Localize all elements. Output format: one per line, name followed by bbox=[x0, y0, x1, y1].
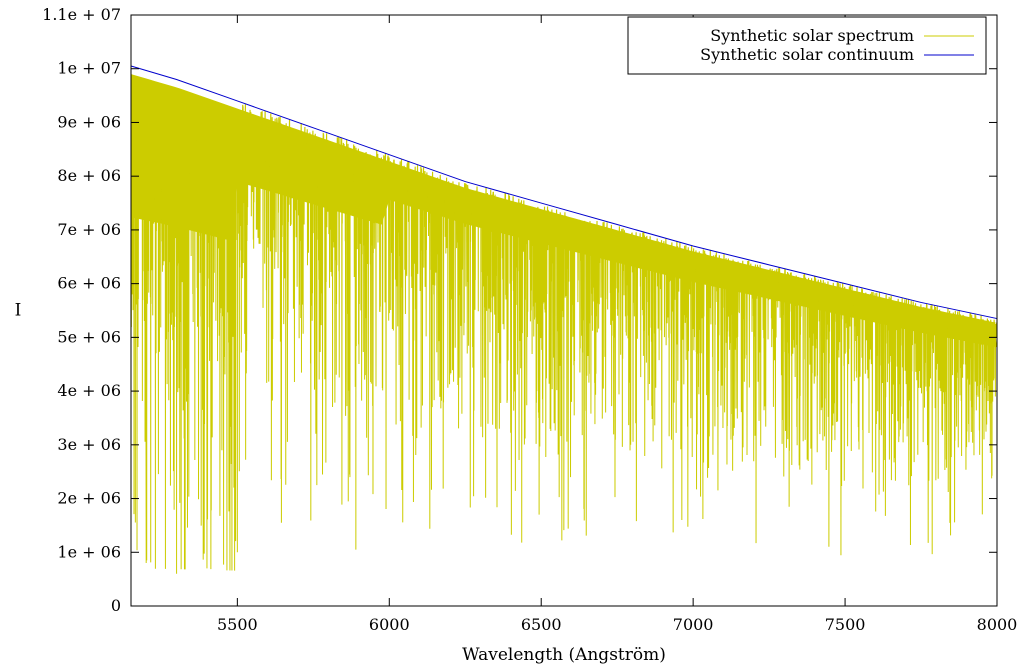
continuum-series bbox=[130, 65, 998, 320]
x-tick-label: 5500 bbox=[217, 615, 258, 634]
y-tick-label: 0 bbox=[111, 596, 121, 615]
y-tick-label: 4e + 06 bbox=[57, 381, 121, 400]
y-tick-label: 5e + 06 bbox=[57, 327, 121, 346]
x-tick-label: 7500 bbox=[825, 615, 866, 634]
axis-ticks: 5500 6000 6500 7000 7500 8000 0 1e + 06 2e + 06 3… bbox=[42, 5, 1017, 634]
legend-label-continuum: Synthetic solar continuum bbox=[700, 45, 914, 64]
y-tick-label: 2e + 06 bbox=[57, 489, 121, 508]
plot-frame bbox=[130, 14, 998, 607]
y-tick-label: 1e + 07 bbox=[57, 59, 121, 78]
y-tick-label: 7e + 06 bbox=[57, 220, 121, 239]
x-tick-label: 7000 bbox=[673, 615, 714, 634]
spectrum-line bbox=[130, 76, 998, 574]
x-tick-label: 6000 bbox=[369, 615, 410, 634]
y-tick-label: 1e + 06 bbox=[57, 542, 121, 561]
spectrum-series bbox=[130, 74, 998, 574]
x-tick-label: 8000 bbox=[977, 615, 1018, 634]
y-tick-label: 6e + 06 bbox=[57, 274, 121, 293]
x-tick-label: 6500 bbox=[521, 615, 562, 634]
y-tick-label: 8e + 06 bbox=[57, 166, 121, 185]
x-axis-label: Wavelength (Angström) bbox=[462, 645, 666, 665]
y-axis-label: I bbox=[15, 301, 22, 321]
y-tick-label: 9e + 06 bbox=[57, 112, 121, 131]
continuum-line bbox=[130, 65, 998, 320]
y-tick-label: 3e + 06 bbox=[57, 435, 121, 454]
legend: Synthetic solar spectrum Synthetic solar… bbox=[627, 16, 987, 75]
legend-box bbox=[627, 16, 987, 75]
y-tick-label: 1.1e + 07 bbox=[42, 5, 121, 24]
legend-label-spectrum: Synthetic solar spectrum bbox=[710, 26, 914, 45]
